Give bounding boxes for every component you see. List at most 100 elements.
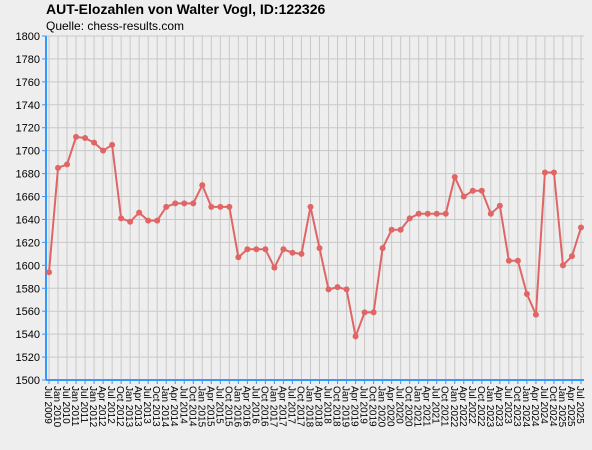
- y-tick-label: 1560: [16, 306, 40, 318]
- y-tick-label: 1720: [16, 123, 40, 135]
- data-point: [46, 269, 52, 276]
- x-tick-label: Jan 2010: [51, 386, 62, 428]
- data-point: [550, 169, 557, 176]
- y-tick-label: 1600: [16, 260, 40, 272]
- x-tick-label: Jul 2011: [78, 386, 89, 424]
- data-point: [271, 264, 278, 271]
- x-tick-label: Jan 2016: [231, 386, 242, 428]
- x-tick-label: Jan 2011: [69, 386, 80, 427]
- data-point: [118, 215, 125, 222]
- x-tick-label: Apr 2012: [96, 386, 107, 427]
- data-point: [514, 257, 521, 264]
- y-tick-label: 1640: [16, 214, 40, 226]
- x-tick-label: Jan 2015: [195, 386, 206, 428]
- data-point: [190, 200, 197, 207]
- data-point: [127, 218, 134, 225]
- x-tick-label: Jan 2014: [159, 386, 170, 428]
- data-point: [226, 203, 233, 210]
- x-tick-label: Apr 2024: [529, 386, 540, 427]
- x-tick-label: Apr 2019: [349, 386, 360, 427]
- x-tick-label: Oct 2020: [403, 386, 414, 427]
- x-tick-label: Jul 2020: [394, 386, 405, 424]
- data-point: [578, 224, 584, 231]
- x-tick-label: Oct 2018: [331, 386, 342, 427]
- x-tick-label: Jul 2023: [502, 386, 513, 424]
- data-point: [388, 226, 395, 233]
- x-tick-label: Jan 2018: [303, 386, 314, 428]
- data-point: [370, 309, 377, 316]
- data-point: [397, 226, 404, 233]
- y-tick-label: 1660: [16, 192, 40, 204]
- data-point: [289, 249, 296, 256]
- x-tick-label: Apr 2015: [204, 386, 215, 427]
- x-tick-label: Jan 2021: [412, 386, 423, 428]
- data-point: [163, 203, 170, 210]
- data-point: [298, 250, 305, 257]
- x-tick-label: Oct 2013: [150, 386, 161, 427]
- data-point: [145, 217, 152, 224]
- data-point: [217, 203, 224, 210]
- x-tick-label: Apr 2016: [240, 386, 251, 427]
- data-point: [568, 253, 575, 260]
- data-point: [559, 262, 566, 269]
- y-tick-label: 1780: [16, 54, 40, 66]
- data-point: [469, 187, 476, 194]
- data-point: [280, 246, 287, 253]
- data-point: [505, 257, 512, 264]
- data-point: [91, 139, 98, 146]
- data-point: [379, 245, 386, 252]
- data-point: [334, 284, 341, 291]
- y-tick-label: 1700: [16, 146, 40, 158]
- data-point: [82, 135, 89, 142]
- data-point: [316, 245, 323, 252]
- data-point: [73, 133, 80, 140]
- x-tick-label: Apr 2025: [565, 386, 576, 427]
- y-tick-label: 1540: [16, 329, 40, 341]
- data-point: [325, 286, 332, 293]
- data-point: [442, 210, 449, 217]
- data-point: [343, 286, 350, 293]
- data-point: [433, 210, 440, 217]
- x-tick-label: Jan 2020: [376, 386, 387, 428]
- x-tick-label: Apr 2017: [276, 386, 287, 427]
- x-tick-label: Jan 2025: [556, 386, 567, 428]
- x-tick-label: Oct 2019: [367, 386, 378, 427]
- data-point: [154, 217, 161, 224]
- y-tick-label: 1680: [16, 169, 40, 181]
- x-tick-label: Jul 2012: [105, 386, 116, 424]
- x-tick-label: Jul 2021: [430, 386, 441, 424]
- x-tick-label: Jan 2022: [448, 386, 459, 428]
- y-tick-label: 1800: [16, 31, 40, 43]
- data-point: [478, 187, 485, 194]
- x-tick-label: Jan 2012: [87, 386, 98, 428]
- x-tick-label: Oct 2021: [439, 386, 450, 427]
- y-tick-label: 1500: [16, 375, 40, 387]
- x-tick-label: Oct 2015: [222, 386, 233, 427]
- y-tick-label: 1760: [16, 77, 40, 89]
- y-tick-label: 1740: [16, 100, 40, 112]
- data-point: [181, 200, 188, 207]
- x-tick-label: Jul 2013: [141, 386, 152, 424]
- data-point: [523, 291, 530, 297]
- y-tick-label: 1620: [16, 237, 40, 249]
- x-tick-label: Apr 2021: [421, 386, 432, 427]
- x-tick-label: Jul 2017: [285, 386, 296, 424]
- x-tick-label: Jul 2019: [358, 386, 369, 424]
- data-point: [64, 161, 71, 168]
- x-tick-label: Jan 2023: [484, 386, 495, 428]
- x-tick-label: Apr 2013: [132, 386, 143, 427]
- x-tick-label: Jul 2024: [538, 386, 549, 424]
- data-point: [406, 215, 413, 222]
- x-tick-label: Jul 2015: [213, 386, 224, 424]
- x-tick-label: Oct 2012: [114, 386, 125, 427]
- y-tick-label: 1520: [16, 352, 40, 364]
- data-point: [541, 169, 548, 176]
- data-point: [100, 147, 107, 154]
- x-tick-label: Jan 2013: [123, 386, 134, 428]
- data-point: [361, 309, 368, 316]
- data-point: [55, 164, 62, 171]
- x-tick-label: Jan 2017: [267, 386, 278, 428]
- data-point: [244, 246, 251, 253]
- x-tick-label: Jul 2016: [249, 386, 260, 424]
